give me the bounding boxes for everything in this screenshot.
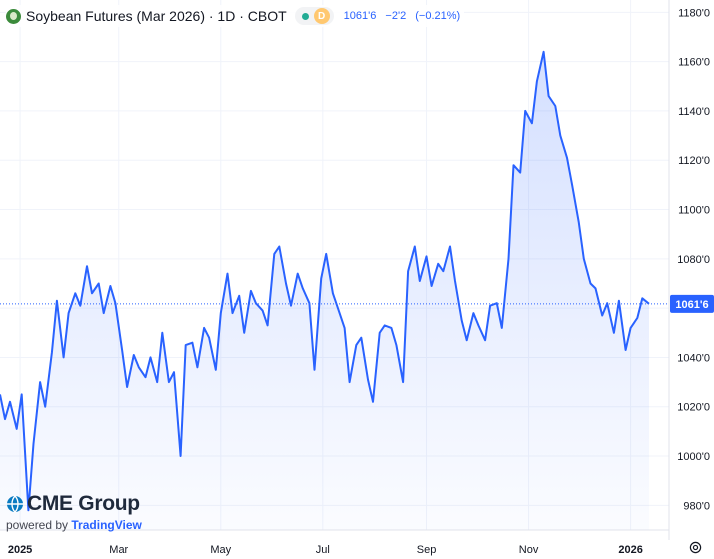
chart-legend: Soybean Futures (Mar 2026) · 1D · CBOT D… — [6, 5, 465, 27]
quote-values: 1061'6 −2'2 (−0.21%) — [344, 10, 461, 22]
price-change: −2'2 — [385, 10, 407, 22]
y-tick-label: 1020'0 — [677, 402, 710, 414]
provider-name: TradingView — [71, 518, 142, 532]
y-tick-label: 1140'0 — [678, 106, 710, 118]
price-line — [0, 50, 650, 512]
settings-icon[interactable] — [689, 541, 702, 554]
price-change-percent: (−0.21%) — [415, 10, 461, 22]
y-tick-label: 1160'0 — [678, 57, 710, 69]
powered-by: powered by TradingView — [6, 518, 142, 532]
last-price-text: 1061'6 — [675, 299, 708, 311]
x-tick-label: 2025 — [8, 544, 32, 556]
y-tick-label: 1100'0 — [678, 205, 710, 217]
x-tick-label: Mar — [109, 544, 128, 556]
session-badges[interactable]: D — [294, 7, 334, 25]
y-tick-label: 980'0 — [683, 500, 710, 512]
brand-name: CME Group — [27, 492, 140, 515]
powered-by-text: powered by — [6, 518, 69, 532]
time-axis[interactable]: 2025 Mar May Jul Sep Nov 2026 — [8, 544, 643, 556]
watermark: CME Group powered by TradingView — [6, 492, 142, 532]
market-open-dot-icon — [301, 12, 309, 20]
last-price-label: 1061'6 — [670, 294, 714, 313]
cme-group-logo: CME Group — [6, 492, 142, 516]
x-tick-label: 2026 — [618, 544, 642, 556]
y-tick-label: 1080'0 — [677, 254, 710, 266]
x-tick-label: Sep — [417, 544, 437, 556]
y-tick-label: 1120'0 — [678, 155, 710, 167]
y-tick-label: 1000'0 — [677, 451, 710, 463]
y-tick-label: 1180'0 — [678, 7, 710, 19]
symbol-title[interactable]: Soybean Futures (Mar 2026) · 1D · CBOT — [26, 8, 287, 24]
globe-icon — [7, 495, 23, 513]
price-area-fill — [0, 51, 649, 531]
delay-badge[interactable]: D — [313, 8, 330, 24]
price-axis[interactable]: 1180'01160'01140'01120'01100'01080'01060… — [677, 7, 710, 512]
x-tick-label: Nov — [519, 544, 539, 556]
x-tick-label: May — [210, 544, 231, 556]
last-price: 1061'6 — [343, 10, 377, 22]
y-tick-label: 1040'0 — [677, 352, 710, 364]
x-tick-label: Jul — [316, 544, 330, 556]
soybean-logo-icon — [6, 8, 21, 24]
